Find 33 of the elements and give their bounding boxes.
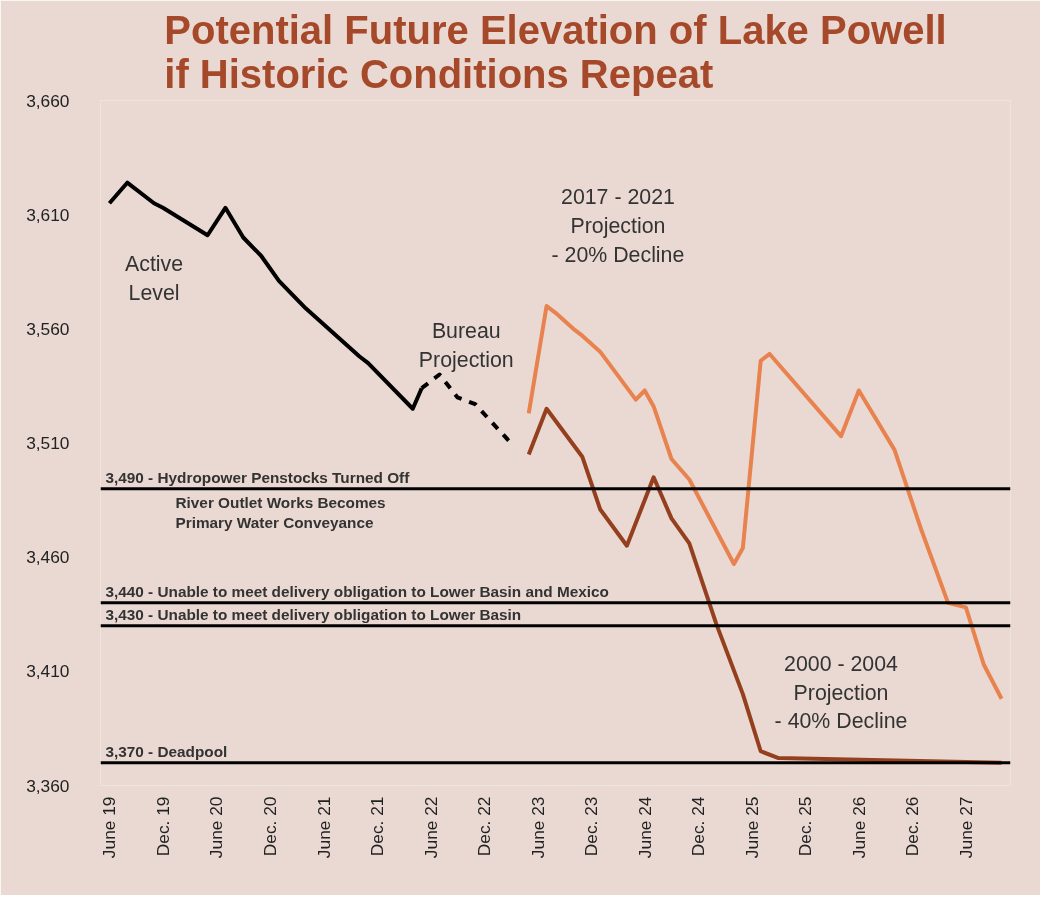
series-label: 2000 - 2004 Projection - 40% Decline — [774, 651, 908, 734]
series-label: 2017 - 2021 Projection - 20% Decline — [551, 185, 685, 267]
x-tick-label: June 24 — [634, 796, 655, 859]
x-tick-label: Dec. 21 — [367, 796, 388, 857]
ref-line-label: 3,430 - Unable to meet delivery obligation to Lower Basin — [105, 605, 522, 623]
x-tick-label: Dec. 23 — [581, 796, 602, 857]
y-tick-label: 3,360 — [26, 775, 70, 796]
y-tick-label: 3,560 — [26, 318, 70, 339]
y-tick-label: 3,460 — [26, 547, 70, 568]
y-tick-label: 3,610 — [26, 204, 70, 225]
ref-line-label: 3,490 - Hydropower Penstocks Turned Off River Outlet Works Becomes Primary Water Conveyance — [105, 468, 411, 532]
x-tick-label: June 26 — [848, 796, 869, 859]
y-tick-label: 3,510 — [26, 433, 70, 453]
x-tick-label: June 21 — [313, 796, 334, 859]
x-tick-label: Dec. 26 — [902, 796, 923, 857]
x-tick-label: June 22 — [420, 796, 441, 859]
x-tick-label: Dec. 24 — [688, 796, 709, 857]
x-tick-label: Dec. 25 — [795, 796, 816, 857]
x-tick-label: June 19 — [99, 796, 120, 859]
x-tick-label: Dec. 22 — [474, 796, 495, 857]
ref-line-label: 3,370 - Deadpool — [105, 742, 228, 760]
x-tick-label: June 25 — [741, 796, 762, 859]
series-label: Bureau Projection — [418, 318, 514, 372]
y-tick-label: 3,660 — [26, 90, 70, 111]
x-tick-label: June 20 — [206, 796, 227, 859]
x-tick-label: Dec. 19 — [152, 796, 173, 857]
series-label: Active Level — [124, 251, 184, 305]
y-tick-label: 3,410 — [26, 661, 70, 682]
chart-title: Potential Future Elevation of Lake Powell if Historic Conditions Repeat — [164, 7, 947, 96]
x-tick-label: June 27 — [955, 796, 976, 859]
x-tick-label: June 23 — [527, 796, 548, 859]
ref-line-label: 3,440 - Unable to meet delivery obligation to Lower Basin and Mexico — [105, 582, 609, 600]
x-tick-label: Dec. 20 — [260, 796, 281, 857]
